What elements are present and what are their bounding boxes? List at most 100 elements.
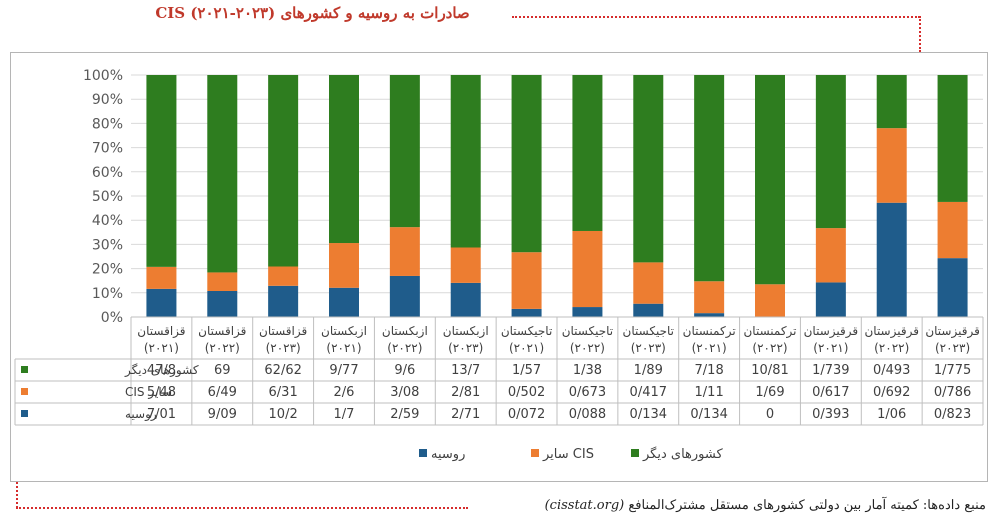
bar-segment — [755, 75, 785, 285]
x-category-year: (۲۰۲۱) — [813, 341, 848, 355]
table-cell-value: 3/08 — [390, 385, 419, 400]
y-tick-label: 10% — [92, 286, 123, 302]
bar-segment — [329, 75, 359, 244]
x-category-country: تاجیکستان — [623, 324, 674, 338]
x-category-year: (۲۰۲۲) — [752, 341, 787, 355]
x-category-country: تاجیکستان — [501, 324, 552, 338]
table-cell-value: 2/6 — [334, 385, 355, 400]
chart-title: صادرات به روسیه و کشورهای CIS (۲۰۲۱-۲۰۲۳… — [155, 4, 470, 22]
bar-segment — [207, 75, 238, 273]
x-category-country: ترکمنستان — [743, 324, 796, 339]
legend-swatch — [631, 449, 639, 457]
table-cell-value: 0/088 — [569, 407, 606, 422]
table-cell-value: 0/393 — [812, 407, 849, 422]
table-cell-value: 1/11 — [695, 385, 724, 400]
table-cell-value: 9/09 — [208, 407, 237, 422]
bar-segment — [450, 282, 481, 317]
y-tick-label: 40% — [92, 213, 123, 229]
bar-segment — [815, 282, 846, 317]
x-category-country: قرقیزستان — [804, 324, 858, 339]
bar-segment — [694, 313, 725, 317]
bar-segment — [755, 284, 785, 317]
bar-segment — [146, 75, 177, 267]
source-site: (cisstat.org) — [544, 498, 625, 513]
table-cell-value: 7/01 — [147, 407, 176, 422]
bar-segment — [146, 266, 177, 289]
bar-segment — [572, 75, 603, 231]
table-cell-value: 1/7 — [334, 407, 355, 422]
bar-segment — [511, 308, 542, 317]
table-cell-value: 10/2 — [269, 407, 298, 422]
source-note: منبع داده‌ها: کمیته آمار بین دولتی کشوره… — [545, 498, 986, 513]
table-cell-value: 6/49 — [208, 385, 237, 400]
bars — [146, 75, 968, 317]
table-cell-value: 1/38 — [573, 363, 602, 378]
bar-segment — [389, 275, 420, 317]
table-cell-value: 0/502 — [508, 385, 545, 400]
x-category-year: (۲۰۲۳) — [448, 341, 483, 355]
table-cell-value: 0/134 — [690, 407, 727, 422]
table-cell-value: 1/57 — [512, 363, 541, 378]
table-cell-value: 9/77 — [329, 363, 358, 378]
bar-segment — [937, 201, 968, 259]
table-cell-value: 0/072 — [508, 407, 545, 422]
table-cell-value: 1/739 — [812, 363, 849, 378]
x-category-year: (۲۰۲۱) — [692, 341, 727, 355]
table-cell-value: 1/06 — [877, 407, 906, 422]
bar-segment — [450, 75, 481, 248]
row-series-name: سایر CIS — [125, 385, 172, 400]
x-category-country: تاجیکستان — [562, 324, 613, 338]
table-cell-value: 0/417 — [630, 385, 667, 400]
table-cell-value: 1/775 — [934, 363, 971, 378]
x-category-year: (۲۰۲۲) — [874, 341, 909, 355]
table-cell-value: 0/786 — [934, 385, 971, 400]
source-connector-rise — [16, 482, 18, 508]
bar-segment — [633, 262, 664, 304]
y-tick-label: 90% — [92, 92, 123, 108]
table-cell-value: 6/31 — [269, 385, 298, 400]
x-category-year: (۲۰۲۳) — [266, 341, 301, 355]
bar-segment — [268, 266, 299, 286]
legend-swatch — [531, 449, 539, 457]
table-cell-value: 62/62 — [264, 363, 301, 378]
table-cell-value: 0/692 — [873, 385, 910, 400]
x-category-country: قزاقستان — [259, 324, 307, 339]
chart-frame: 0% 10% 20% 30% 40% 50% 60% 70% 80% 90% 100% قزاقست… — [10, 52, 988, 482]
row-key-swatch — [21, 410, 28, 417]
bar-segment — [450, 247, 481, 283]
y-tick-label: 20% — [92, 262, 123, 278]
x-category-country: ازبکستان — [382, 324, 428, 339]
bar-segment — [329, 243, 359, 288]
table-cell-value: 0/673 — [569, 385, 606, 400]
title-connector-line — [512, 16, 920, 18]
bar-segment — [207, 272, 238, 291]
table-cell-value: 2/71 — [451, 407, 480, 422]
row-key-swatch — [21, 366, 28, 373]
bar-segment — [815, 75, 846, 229]
table-cell-value: 9/6 — [394, 363, 415, 378]
x-category-year: (۲۰۲۳) — [631, 341, 666, 355]
gridlines — [131, 74, 983, 318]
table-cell-value: 5/48 — [147, 385, 176, 400]
x-category-country: ازبکستان — [443, 324, 489, 339]
legend-label: کشورهای دیگر — [642, 446, 723, 462]
table-cell-value: 0 — [766, 407, 774, 422]
bar-segment — [937, 75, 968, 202]
bar-segment — [329, 287, 359, 317]
bar-segment — [572, 230, 603, 308]
bar-segment — [876, 128, 907, 203]
bar-segment — [815, 228, 846, 283]
y-tick-label: 60% — [92, 165, 123, 181]
row-series-name: کشورهای دیگر — [124, 363, 199, 378]
table-cell-value: 69 — [214, 363, 231, 378]
table-cell-value: 13/7 — [451, 363, 480, 378]
legend-label: روسیه — [431, 447, 465, 462]
table-cell-value: 2/59 — [390, 407, 419, 422]
source-connector-line — [16, 507, 468, 509]
table-cell-value: 10/81 — [751, 363, 788, 378]
y-tick-label: 80% — [92, 116, 123, 132]
bar-segment — [268, 75, 299, 267]
title-connector-drop — [919, 16, 921, 52]
bar-segment — [389, 227, 420, 276]
